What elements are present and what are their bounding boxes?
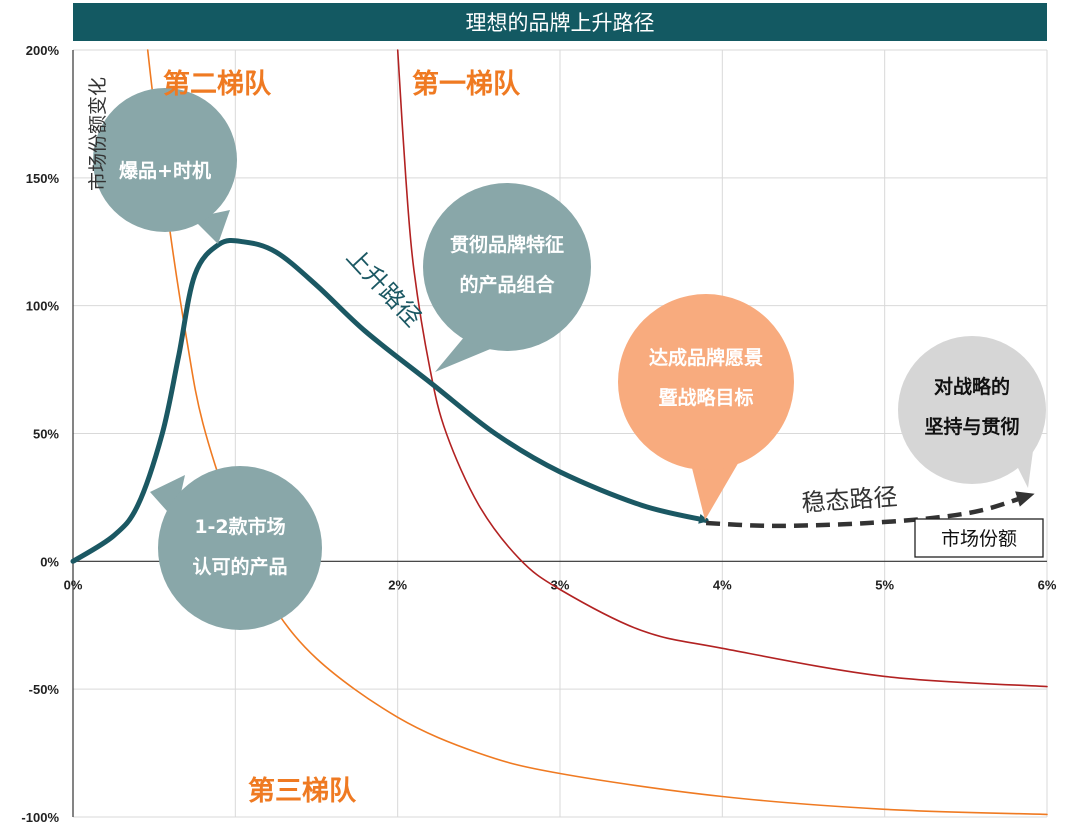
x-tick-label: 5% [875, 577, 894, 592]
bubble-circle [423, 183, 591, 351]
bubble-text-line: 对战略的 [934, 375, 1010, 398]
callout-bubble-1: 爆品+时机 [93, 88, 237, 244]
x-tick-label: 6% [1038, 577, 1057, 592]
bubble-circle [158, 466, 322, 630]
bubble-text-line: 坚持与贯彻 [924, 415, 1019, 438]
y-axis-title: 市场份额变化 [87, 77, 109, 191]
series-line-2 [396, 49, 1048, 688]
steady-path-label: 稳态路径 [801, 483, 899, 518]
tier-three-label: 第三梯队 [248, 775, 357, 807]
tier-two-label: 第二梯队 [163, 68, 272, 100]
chart-title: 理想的品牌上升路径 [73, 3, 1047, 41]
x-axis-title-box [914, 518, 1044, 558]
y-tick-label: 50% [33, 427, 59, 442]
bubble-text-line: 暨战略目标 [658, 386, 753, 409]
x-axis-title: 市场份额 [941, 528, 1017, 550]
bubble-text-line: 爆品+时机 [119, 160, 211, 182]
tier-one-label: 第一梯队 [412, 68, 521, 100]
bubble-text-line: 1-2款市场 [194, 515, 285, 538]
y-tick-label: 0% [40, 554, 59, 569]
y-tick-label: -100% [21, 810, 59, 825]
series-line-1 [146, 49, 1048, 816]
series-lines [70, 49, 1048, 816]
bubble-text-line: 达成品牌愿景 [649, 346, 763, 369]
y-tick-label: 150% [26, 171, 60, 186]
bubble-circle [898, 336, 1046, 484]
bubble-circle [618, 294, 794, 470]
axes: 200%150%100%50%0%-50%-100%0%1%2%3%4%5%6% [21, 43, 1056, 825]
x-tick-label: 4% [713, 577, 732, 592]
series-line-3 [70, 238, 710, 564]
y-tick-label: -50% [29, 682, 60, 697]
series-line-4 [705, 491, 1035, 529]
x-tick-label: 0% [64, 577, 83, 592]
y-tick-label: 200% [26, 43, 60, 58]
bubble-circle [93, 88, 237, 232]
bubble-text-line: 贯彻品牌特征 [450, 233, 564, 256]
x-tick-label: 3% [551, 577, 570, 592]
bubble-text-line: 的产品组合 [459, 273, 555, 296]
y-tick-label: 100% [26, 299, 60, 314]
bubble-text-line: 认可的产品 [192, 555, 287, 578]
x-tick-label: 2% [388, 577, 407, 592]
